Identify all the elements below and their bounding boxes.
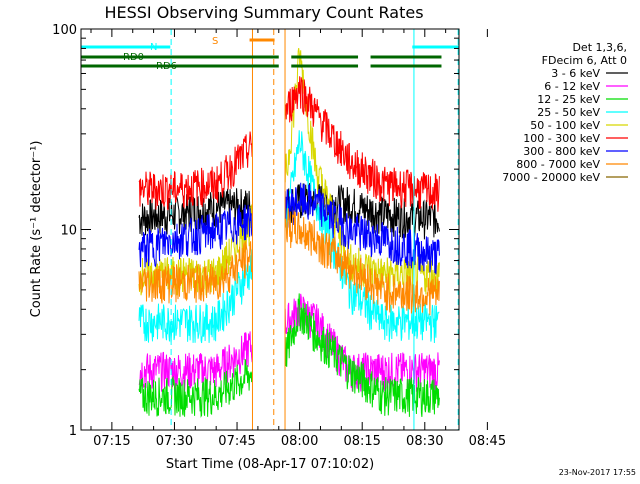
flag-label: S xyxy=(212,36,218,47)
legend-header: FDecim 6, Att 0 xyxy=(542,54,627,67)
y-tick-label: 10 xyxy=(60,224,77,239)
plot-area xyxy=(81,29,459,430)
y-tick-label: 100 xyxy=(52,23,77,38)
legend-label: 25 - 50 keV xyxy=(537,106,600,119)
flag-label: RD6 xyxy=(156,61,177,72)
legend-label: 7000 - 20000 keV xyxy=(502,171,600,184)
x-tick-label: 08:15 xyxy=(343,434,380,449)
legend-label: 12 - 25 keV xyxy=(537,93,600,106)
x-tick-label: 08:30 xyxy=(406,434,443,449)
x-tick-label: 07:30 xyxy=(156,434,193,449)
legend-label: 800 - 7000 keV xyxy=(516,158,600,171)
x-tick-label: 07:45 xyxy=(218,434,255,449)
legend-header: Det 1,3,6, xyxy=(572,41,627,54)
x-tick-label: 08:45 xyxy=(469,434,506,449)
y-axis-label: Count Rate (s⁻¹ detector⁻¹) xyxy=(29,141,44,318)
x-tick-label: 08:00 xyxy=(281,434,318,449)
flag-label: RD0 xyxy=(123,52,144,63)
legend-label: 50 - 100 keV xyxy=(530,119,600,132)
legend-label: 3 - 6 keV xyxy=(551,67,600,80)
x-axis-label: Start Time (08-Apr-17 07:10:02) xyxy=(166,457,374,472)
flag-label: N xyxy=(150,42,157,53)
y-tick-label: 1 xyxy=(69,424,77,439)
legend-label: 300 - 800 keV xyxy=(523,145,600,158)
legend-label: 100 - 300 keV xyxy=(523,132,600,145)
legend-label: 6 - 12 keV xyxy=(544,80,600,93)
chart-title: HESSI Observing Summary Count Rates xyxy=(104,3,423,22)
x-tick-label: 07:15 xyxy=(93,434,130,449)
footer-date: 23-Nov-2017 17:55 xyxy=(559,468,636,477)
